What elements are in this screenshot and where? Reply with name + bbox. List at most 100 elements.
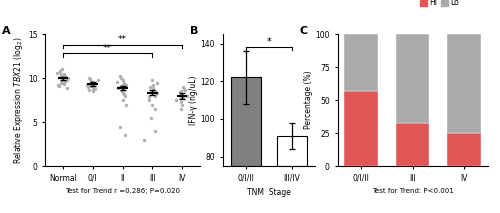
Text: A: A — [2, 26, 10, 36]
Point — [116, 75, 124, 78]
Point — [58, 76, 66, 80]
Point — [150, 94, 158, 97]
Point — [176, 90, 184, 93]
Point — [176, 100, 184, 104]
Point — [118, 76, 126, 80]
Y-axis label: Relative Expression $\mathit{TBX21}$ (log$_2$): Relative Expression $\mathit{TBX21}$ (lo… — [12, 36, 25, 164]
Point — [89, 88, 97, 91]
Point — [84, 85, 92, 89]
Point — [140, 138, 148, 141]
Point — [113, 80, 121, 83]
Bar — [277, 136, 307, 166]
Point — [150, 88, 158, 91]
Point — [182, 94, 190, 97]
Point — [181, 88, 189, 91]
Point — [116, 125, 124, 128]
Point — [60, 83, 68, 86]
Point — [148, 103, 156, 106]
Point — [120, 78, 128, 82]
Point — [90, 82, 98, 85]
Text: **: ** — [118, 35, 127, 44]
Point — [120, 83, 128, 86]
Text: C: C — [300, 26, 308, 36]
Point — [148, 78, 156, 82]
Point — [58, 77, 66, 81]
Point — [118, 89, 126, 92]
Point — [178, 97, 186, 100]
Point — [153, 91, 161, 95]
Point — [88, 90, 96, 93]
Point — [87, 81, 95, 84]
Point — [57, 81, 65, 84]
Point — [122, 134, 130, 137]
Point — [144, 96, 152, 99]
Point — [58, 73, 66, 76]
Point — [60, 75, 68, 78]
Point — [153, 81, 161, 84]
Point — [119, 98, 127, 102]
Point — [53, 71, 61, 75]
Point — [86, 77, 94, 81]
X-axis label: Test for Trend: P<0.001: Test for Trend: P<0.001 — [372, 188, 454, 194]
Point — [89, 83, 97, 87]
Text: B: B — [190, 26, 198, 36]
Bar — [447, 34, 480, 133]
Y-axis label: IFN-γ (ng/uL): IFN-γ (ng/uL) — [188, 75, 198, 125]
Point — [122, 83, 130, 87]
Bar — [344, 34, 378, 91]
Point — [58, 80, 66, 83]
Point — [58, 76, 66, 79]
Point — [177, 107, 185, 111]
Bar — [396, 34, 429, 122]
Bar — [230, 78, 260, 166]
Point — [84, 89, 92, 92]
Text: **: ** — [103, 44, 112, 53]
Point — [58, 74, 66, 77]
Point — [179, 85, 187, 89]
Point — [118, 88, 126, 91]
Point — [116, 85, 124, 89]
Point — [61, 79, 69, 82]
Point — [94, 78, 102, 82]
Point — [114, 86, 122, 89]
Point — [145, 98, 153, 102]
Legend: Hi, Lo: Hi, Lo — [396, 0, 484, 10]
Point — [152, 92, 160, 96]
Bar — [396, 122, 429, 166]
Point — [151, 107, 159, 111]
X-axis label: Test for Trend r =0.286; P=0.020: Test for Trend r =0.286; P=0.020 — [65, 188, 180, 194]
Point — [60, 72, 68, 75]
X-axis label: TNM  Stage: TNM Stage — [247, 188, 290, 197]
Point — [90, 85, 98, 89]
Point — [152, 90, 160, 93]
Point — [54, 84, 62, 88]
Point — [148, 86, 156, 89]
Bar — [447, 133, 480, 166]
Point — [64, 78, 72, 82]
Point — [172, 98, 180, 102]
Point — [64, 76, 72, 80]
Text: *: * — [266, 37, 271, 47]
Point — [60, 82, 68, 85]
Point — [85, 76, 93, 80]
Point — [117, 84, 125, 88]
Point — [83, 83, 91, 87]
Point — [178, 103, 186, 106]
Point — [179, 96, 187, 99]
Point — [120, 92, 128, 96]
Point — [88, 80, 96, 83]
Point — [180, 87, 188, 90]
Point — [151, 129, 159, 133]
Point — [150, 83, 158, 87]
Point — [56, 70, 64, 74]
Point — [122, 103, 130, 106]
Point — [118, 90, 126, 93]
Point — [58, 68, 66, 71]
Y-axis label: Percentage (%): Percentage (%) — [304, 71, 312, 130]
Point — [120, 94, 128, 97]
Point — [64, 86, 72, 89]
Point — [176, 91, 184, 94]
Point — [86, 83, 94, 86]
Point — [91, 87, 99, 90]
Point — [119, 91, 127, 95]
